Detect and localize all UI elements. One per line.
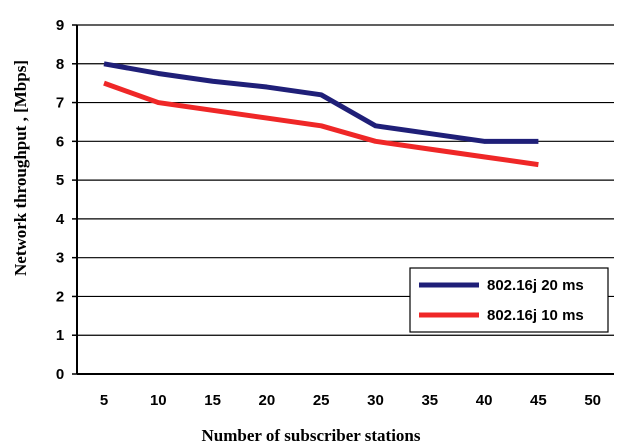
legend-box <box>409 267 609 333</box>
series-lines <box>103 61 539 168</box>
y-tick-label: 8 <box>56 56 64 73</box>
y-tick-labels: 0 1 2 3 4 5 6 7 8 9 <box>56 17 65 383</box>
x-tick-label: 45 <box>530 392 547 409</box>
series-line-1 <box>103 61 539 144</box>
y-tick-label: 9 <box>56 17 64 34</box>
y-tick-label: 4 <box>56 211 65 228</box>
y-tick-label: 3 <box>56 250 64 267</box>
x-tick-label: 10 <box>150 392 167 409</box>
x-tick-label: 5 <box>100 392 108 409</box>
legend-label-2: 802.16j 10 ms <box>487 307 584 324</box>
y-tick-label: 7 <box>56 95 64 112</box>
x-tick-label: 50 <box>584 392 601 409</box>
x-tick-label: 25 <box>313 392 330 409</box>
legend: 802.16j 20 ms 802.16j 10 ms <box>409 267 609 333</box>
x-axis-title: Number of subscriber stations <box>202 426 421 445</box>
x-tick-label: 20 <box>259 392 276 409</box>
y-tick-label: 2 <box>56 288 64 305</box>
x-tick-label: 40 <box>476 392 493 409</box>
x-tick-label: 15 <box>204 392 221 409</box>
y-tick-label: 1 <box>56 327 64 344</box>
x-tick-label: 35 <box>421 392 438 409</box>
y-tick-label: 6 <box>56 133 64 150</box>
x-tick-label: 30 <box>367 392 384 409</box>
x-tick-labels: 5 10 15 20 25 30 35 40 45 50 <box>100 392 601 409</box>
legend-label-1: 802.16j 20 ms <box>487 277 584 294</box>
y-axis-title: Network throughput , [Mbps] <box>11 60 30 276</box>
y-tick-label: 5 <box>56 172 64 189</box>
y-tick-label: 0 <box>56 366 64 383</box>
axes <box>72 24 614 375</box>
series-line-2 <box>103 80 539 168</box>
